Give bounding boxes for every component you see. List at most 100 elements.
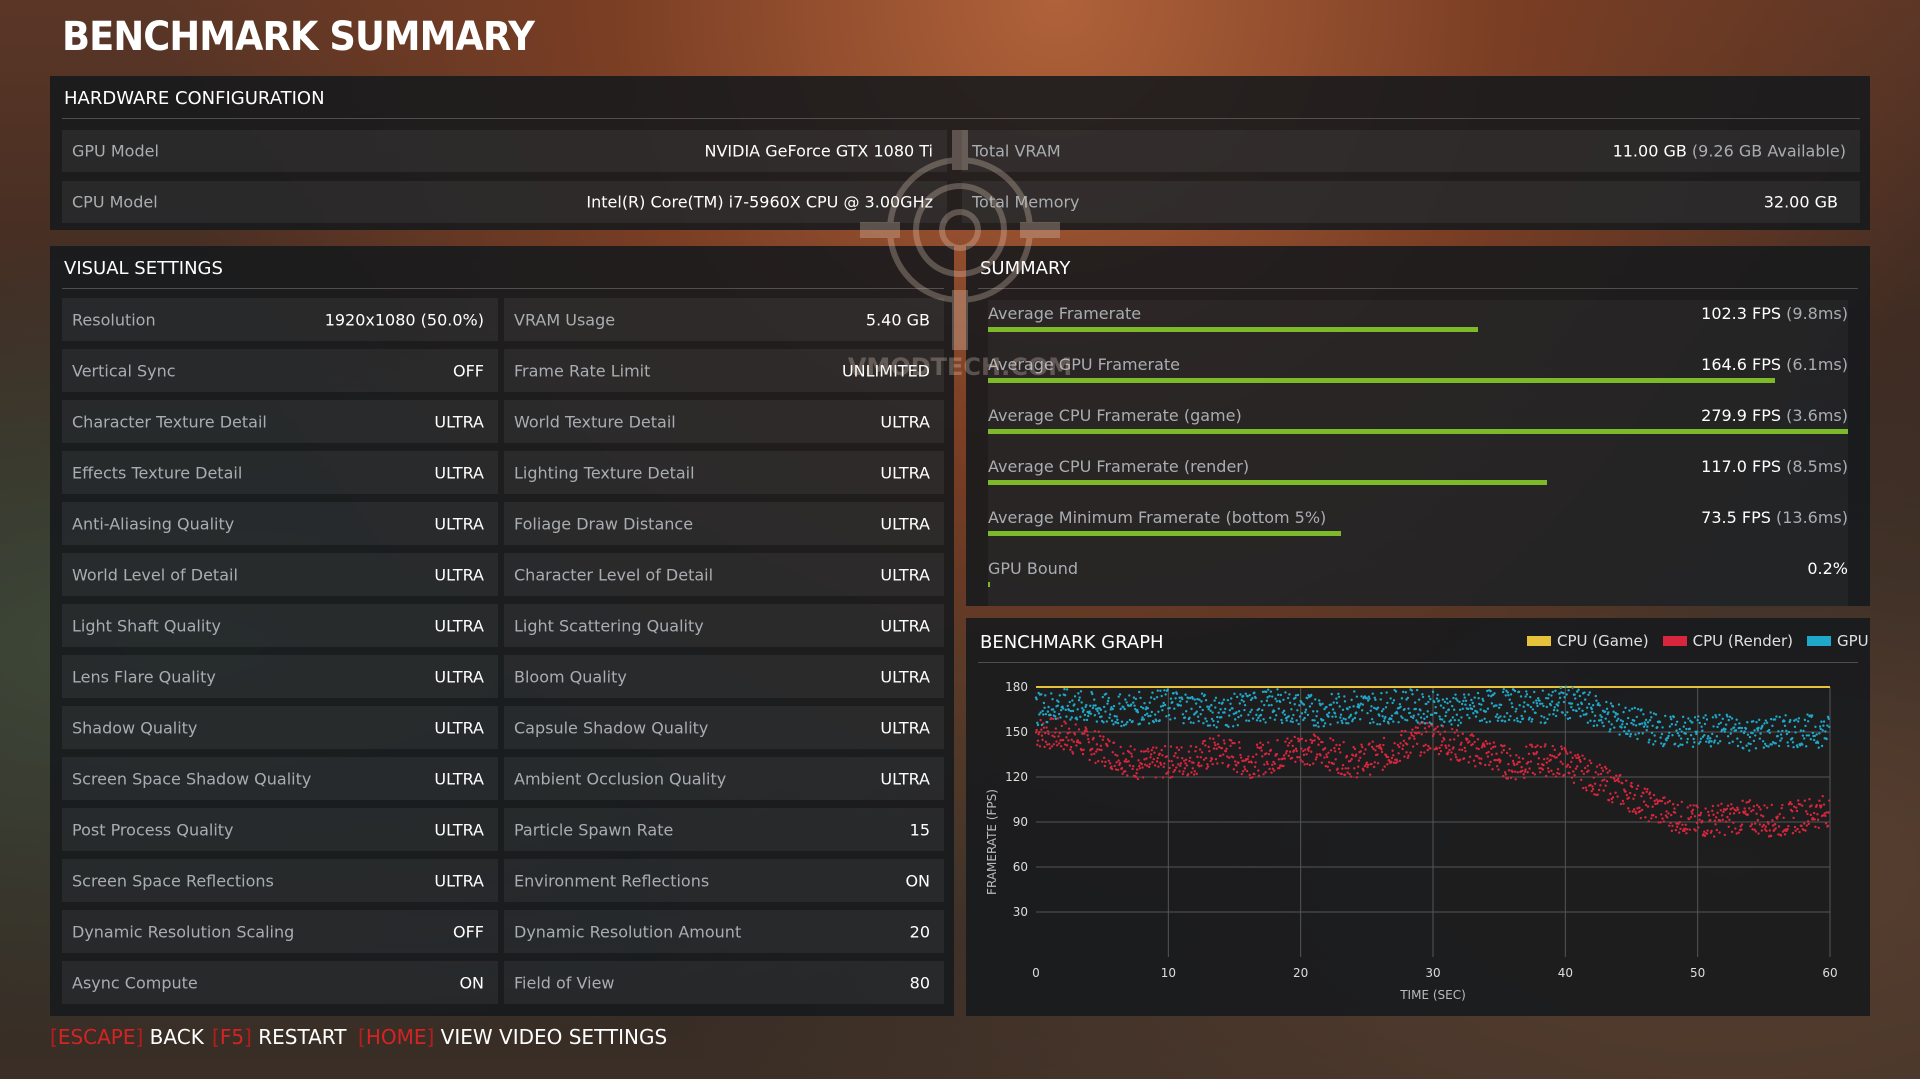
series-point-cpu-render <box>1638 806 1641 809</box>
back-button[interactable]: [ESCAPE] BACK <box>50 1025 204 1049</box>
series-point-cpu-render <box>1040 734 1044 737</box>
series-point-gpu <box>1730 728 1733 731</box>
series-point-cpu-render <box>1402 739 1406 743</box>
series-point-cpu-render <box>1431 734 1435 738</box>
series-point-cpu-render <box>1070 738 1073 741</box>
series-point-gpu <box>1359 702 1363 705</box>
series-point-gpu <box>1046 720 1049 724</box>
series-point-gpu <box>1437 699 1441 702</box>
series-point-cpu-render <box>1660 799 1664 803</box>
series-point-cpu-render <box>1787 824 1790 828</box>
series-point-gpu <box>1365 697 1369 700</box>
series-point-cpu-render <box>1160 748 1163 752</box>
series-point-gpu <box>1092 704 1095 707</box>
series-point-cpu-render <box>1595 765 1599 768</box>
series-point-gpu <box>1073 703 1076 706</box>
series-point-cpu-render <box>1456 734 1460 737</box>
series-point-cpu-render <box>1619 773 1622 777</box>
series-point-cpu-render <box>1693 815 1697 818</box>
series-point-cpu-render <box>1170 759 1173 763</box>
series-point-gpu <box>1785 729 1788 733</box>
series-point-gpu <box>1647 741 1650 744</box>
series-point-gpu <box>1389 697 1392 700</box>
series-point-cpu-render <box>1285 749 1288 753</box>
series-point-gpu <box>1613 726 1616 729</box>
series-point-cpu-render <box>1460 741 1463 744</box>
setting-row: Field of View 80 <box>504 961 944 1004</box>
series-point-cpu-render <box>1240 772 1243 776</box>
series-point-cpu-render <box>1531 771 1535 775</box>
series-point-cpu-render <box>1130 755 1134 758</box>
series-point-cpu-render <box>1472 734 1475 738</box>
series-point-gpu <box>1300 712 1304 715</box>
series-point-gpu <box>1184 693 1187 696</box>
series-point-cpu-render <box>1671 824 1674 827</box>
series-point-gpu <box>1260 700 1263 703</box>
series-point-cpu-render <box>1072 740 1075 743</box>
series-point-gpu <box>1496 719 1500 722</box>
series-point-cpu-render <box>1703 834 1707 838</box>
series-point-gpu <box>1367 695 1371 698</box>
series-point-gpu <box>1578 694 1582 698</box>
series-point-gpu <box>1205 720 1208 723</box>
series-point-gpu <box>1684 732 1687 735</box>
series-point-gpu <box>1083 713 1087 717</box>
summary-row: Average CPU Framerate (render) 117.0 FPS … <box>988 453 1848 504</box>
series-point-gpu <box>1786 741 1789 744</box>
series-point-cpu-render <box>1513 763 1516 767</box>
series-point-cpu-render <box>1117 759 1120 762</box>
series-point-cpu-render <box>1353 767 1356 770</box>
series-point-gpu <box>1494 715 1498 718</box>
x-axis-label: TIME (SEC) <box>1399 988 1466 1002</box>
series-point-cpu-render <box>1792 816 1795 820</box>
series-point-gpu <box>1159 705 1163 708</box>
series-point-cpu-render <box>1658 799 1662 803</box>
series-point-cpu-render <box>1752 808 1755 812</box>
series-point-cpu-render <box>1569 751 1572 754</box>
series-point-gpu <box>1480 719 1484 722</box>
view-video-settings-button[interactable]: [HOME] VIEW VIDEO SETTINGS <box>358 1025 668 1049</box>
series-point-cpu-render <box>1282 764 1285 768</box>
series-point-cpu-render <box>1648 791 1652 794</box>
setting-label: Lens Flare Quality <box>72 667 216 686</box>
series-point-cpu-render <box>1507 769 1511 772</box>
series-point-gpu <box>1237 710 1241 713</box>
series-point-cpu-render <box>1439 749 1443 753</box>
series-point-cpu-render <box>1504 773 1507 776</box>
series-point-gpu <box>1240 698 1243 702</box>
series-point-gpu <box>1537 697 1540 700</box>
series-point-cpu-render <box>1323 747 1327 750</box>
series-point-gpu <box>1705 740 1708 743</box>
series-point-gpu <box>1161 704 1165 707</box>
series-point-gpu <box>1601 721 1604 724</box>
series-point-gpu <box>1204 699 1208 702</box>
summary-panel <box>966 246 1870 606</box>
series-point-gpu <box>1423 717 1426 720</box>
series-point-gpu <box>1814 725 1817 729</box>
series-point-cpu-render <box>1422 744 1425 748</box>
series-point-gpu <box>1740 726 1744 730</box>
series-point-cpu-render <box>1104 760 1107 764</box>
series-point-cpu-render <box>1114 753 1117 756</box>
series-point-cpu-render <box>1327 751 1330 755</box>
series-point-gpu <box>1450 704 1454 708</box>
summary-row: Average GPU Framerate 164.6 FPS (6.1ms) <box>988 351 1848 402</box>
series-point-gpu <box>1793 725 1797 729</box>
series-point-cpu-render <box>1679 815 1683 818</box>
setting-value: ULTRA <box>434 871 484 890</box>
series-point-cpu-render <box>1485 751 1488 755</box>
series-point-gpu <box>1195 710 1198 713</box>
series-point-cpu-render <box>1715 828 1719 832</box>
restart-button[interactable]: [F5] RESTART <box>212 1025 347 1049</box>
series-point-cpu-render <box>1192 773 1196 776</box>
series-point-cpu-render <box>1572 770 1575 773</box>
series-point-gpu <box>1538 699 1541 702</box>
series-point-gpu <box>1673 742 1677 745</box>
series-point-gpu <box>1040 693 1043 696</box>
series-point-gpu <box>1400 697 1404 700</box>
series-point-gpu <box>1799 729 1803 732</box>
series-point-cpu-render <box>1531 745 1534 748</box>
series-point-cpu-render <box>1158 752 1161 755</box>
total-memory-label: Total Memory <box>972 192 1080 212</box>
series-point-cpu-render <box>1122 752 1125 755</box>
